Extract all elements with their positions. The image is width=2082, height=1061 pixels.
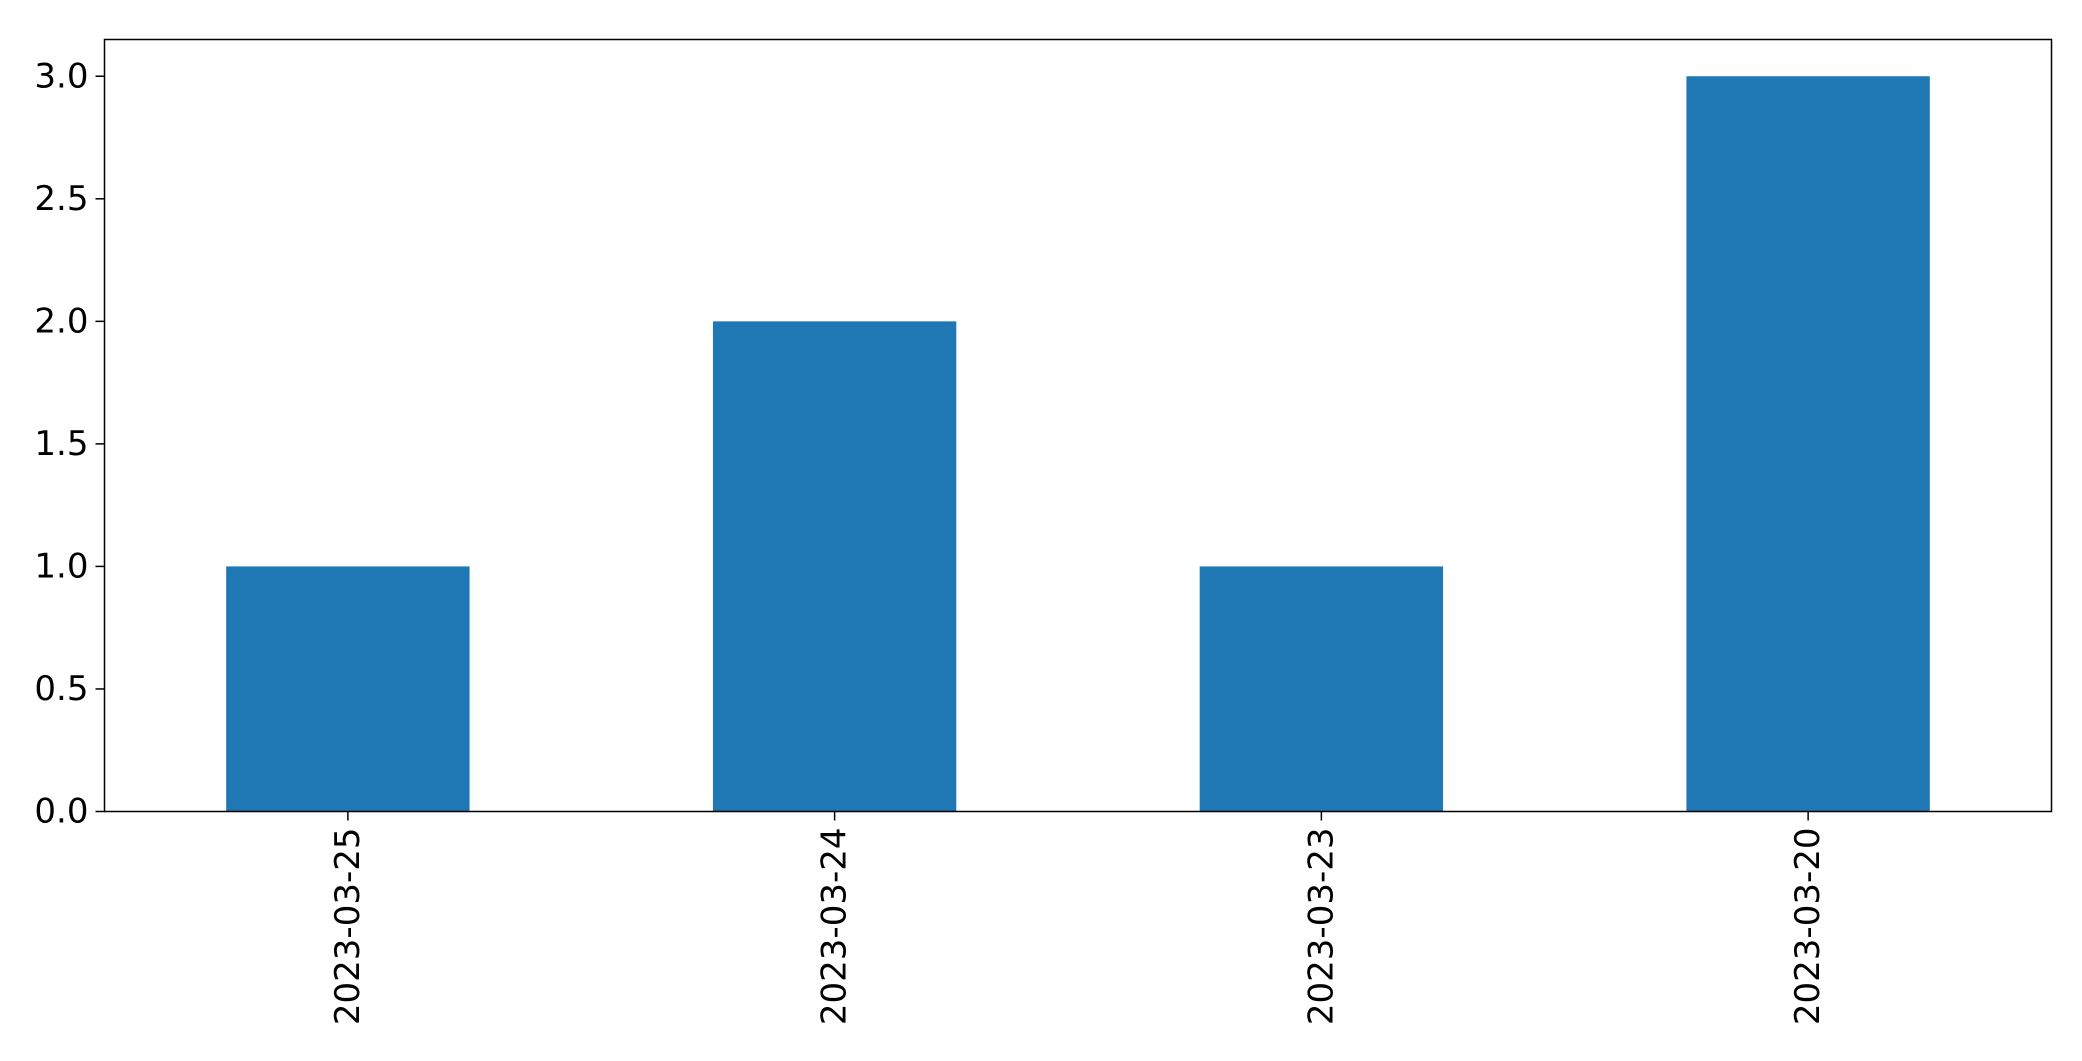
bars-group: [226, 76, 1930, 812]
y-tick-label: 1.0: [34, 546, 88, 586]
y-tick-label: 0.5: [34, 669, 88, 709]
plot-frame: [103, 38, 2053, 813]
x-tick-label: 2023-03-25: [328, 828, 368, 1026]
x-axis: 2023-03-25 2023-03-24 2023-03-23 2023-03-20: [328, 811, 1828, 1026]
y-tick-label: 0.0: [34, 792, 88, 832]
bar-2023-03-24: [712, 321, 957, 812]
bar-2023-03-20: [1686, 76, 1930, 812]
y-axis: 0.0 0.5 1.0 1.5 2.0 2.5 3.0: [34, 56, 105, 832]
y-tick-label: 2.5: [34, 179, 88, 219]
y-tick-label: 1.5: [34, 424, 88, 464]
x-tick-label: 2023-03-23: [1301, 828, 1341, 1026]
x-tick-label: 2023-03-20: [1788, 828, 1828, 1026]
x-tick-label: 2023-03-24: [815, 828, 855, 1026]
y-tick-label: 2.0: [34, 301, 88, 341]
y-tick-label: 3.0: [34, 56, 88, 96]
bar-2023-03-23: [1199, 566, 1444, 812]
bar-2023-03-25: [226, 566, 470, 812]
